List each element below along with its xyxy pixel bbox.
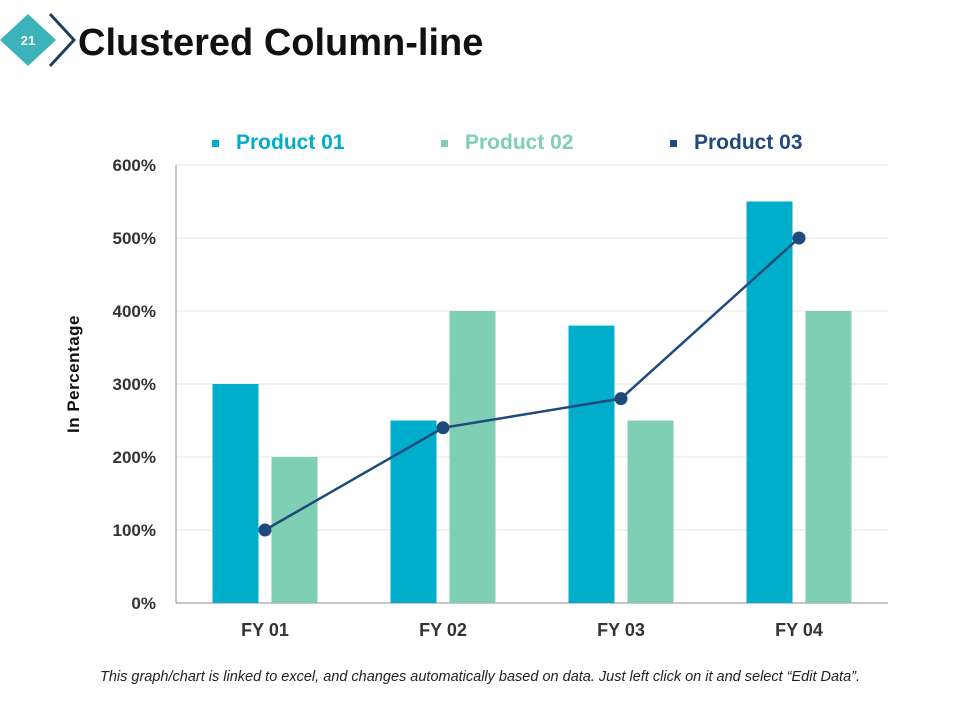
point-product-03-fy-04 [792,231,806,245]
legend-label-product-01: Product 01 [236,131,345,154]
line-product-03 [264,237,800,532]
x-tick-label: FY 02 [419,620,467,640]
point-product-03-fy-02 [436,421,450,435]
x-tick-label: FY 04 [775,620,823,640]
point-product-03-fy-03 [614,392,628,406]
point-product-03-fy-01 [258,523,272,537]
badge-diamond-icon [0,14,56,66]
legend-swatch-product-03 [670,139,677,147]
bar-product-01-fy-04 [746,201,793,603]
chart-legend: Product 01 Product 02 Product 03 [0,131,960,159]
slide-number-badge: 21 [0,12,77,68]
x-tick-label: FY 03 [597,620,645,640]
bar-product-02-fy-04 [805,311,852,603]
legend-swatch-product-01 [212,139,219,147]
chart-footnote: This graph/chart is linked to excel, and… [99,669,861,685]
y-tick-label: 500% [113,229,156,248]
y-tick-label: 0% [131,594,156,613]
bar-product-02-fy-03 [627,420,674,603]
y-tick-label: 100% [113,521,156,540]
badge-chevron-icon [48,12,77,68]
legend-item-product-01: Product 01 [212,131,345,155]
y-tick-label: 400% [113,302,156,321]
legend-item-product-02: Product 02 [441,131,574,155]
legend-item-product-03: Product 03 [670,131,803,155]
bar-product-01-fy-02 [390,420,437,603]
x-tick-label: FY 01 [241,620,289,640]
bar-product-02-fy-01 [271,457,318,603]
legend-swatch-product-02 [441,139,448,147]
bar-product-01-fy-01 [212,384,259,603]
bar-product-02-fy-02 [449,311,496,603]
y-tick-label: 200% [113,448,156,467]
y-tick-label: 600% [113,156,156,175]
y-axis-title: In Percentage [64,315,83,433]
y-tick-label: 300% [113,375,156,394]
legend-label-product-02: Product 02 [465,131,574,154]
legend-label-product-03: Product 03 [694,131,803,154]
slide-number: 21 [21,33,35,48]
bar-product-01-fy-03 [568,325,615,603]
page-title: Clustered Column-line [78,22,484,64]
